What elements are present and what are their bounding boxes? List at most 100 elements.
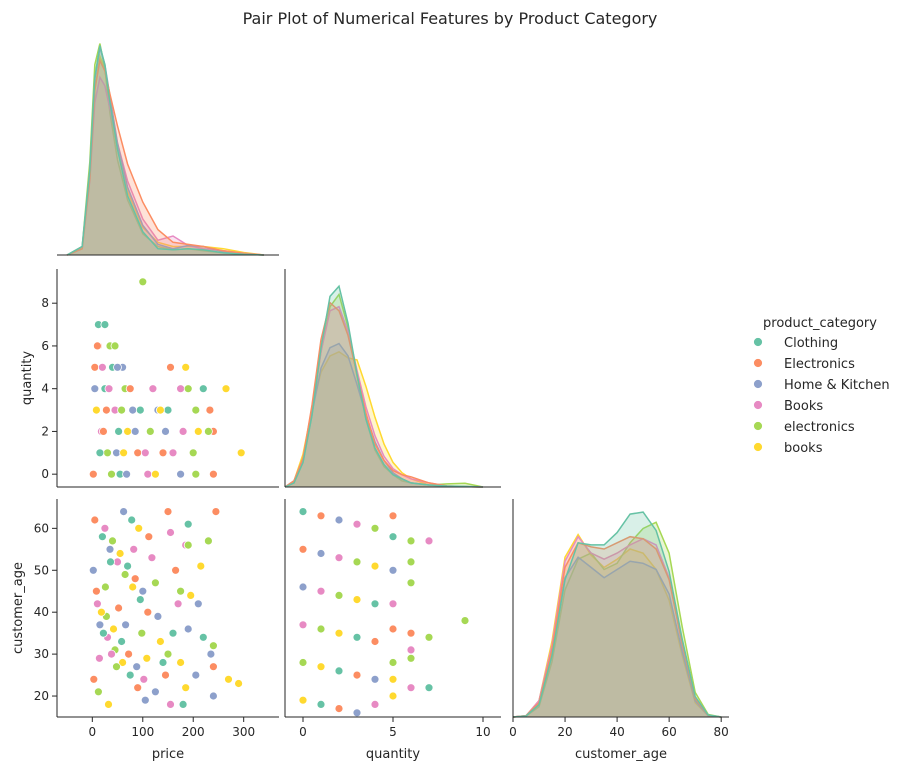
quantity-vs-price-point [93, 341, 102, 351]
quantity-vs-price-point [168, 448, 178, 458]
age-vs-price-point [100, 523, 110, 533]
age-vs-price-point [150, 687, 160, 697]
age-vs-price-point [130, 574, 140, 584]
quantity-vs-price-point [107, 469, 116, 479]
quantity-kde-fill [285, 351, 483, 487]
age-vs-price-point [163, 649, 173, 659]
quantity-vs-price-point [221, 384, 231, 394]
age-vs-quantity-point [406, 578, 416, 588]
quantity-vs-price-point [178, 426, 188, 436]
quantity-vs-price-point [191, 405, 201, 415]
customer-age-x-tick-label: 80 [714, 725, 729, 739]
age-vs-quantity-point [388, 565, 398, 575]
quantity-vs-price-point [103, 448, 112, 458]
age-vs-price-point [183, 624, 193, 634]
quantity-vs-price-point [208, 469, 218, 479]
age-vs-price-point [112, 662, 121, 672]
customer-age-y-tick-label: 50 [34, 563, 49, 577]
quantity-vs-price-point [95, 448, 105, 458]
quantity-vs-price-point [203, 426, 213, 436]
age-vs-quantity-point [352, 670, 362, 680]
price-axis-label: price [152, 747, 184, 762]
quantity-kde-line [284, 301, 484, 488]
quantity-vs-price-point [133, 448, 143, 458]
quantity-vs-price-point [145, 426, 155, 436]
price-x-tick-label: 300 [232, 725, 255, 739]
quantity-vs-price-point [90, 384, 100, 394]
age-vs-price-point [183, 540, 193, 550]
customer-age-kde-line [512, 511, 722, 718]
quantity-vs-price-point [135, 405, 145, 415]
age-vs-price-point [208, 691, 218, 701]
age-vs-quantity-point [316, 586, 326, 596]
age-vs-price-point [135, 595, 145, 604]
age-vs-price-point [143, 607, 153, 617]
quantity-vs-price-point [176, 469, 186, 479]
customer-age-y-tick-label: 30 [34, 647, 49, 661]
age-vs-price-point [107, 649, 116, 659]
age-vs-price-point [104, 700, 113, 709]
quantity-vs-price-point [114, 426, 123, 436]
age-vs-quantity-point [370, 599, 380, 609]
quantity-vs-price-point [98, 362, 107, 372]
quantity-vs-price-point [140, 448, 150, 458]
age-vs-price-point [181, 683, 191, 693]
age-vs-quantity-point [424, 683, 434, 693]
quantity-y-axis-label: quantity [20, 351, 35, 406]
age-vs-price-point [166, 528, 175, 537]
age-vs-quantity-point [388, 532, 398, 542]
price-x-tick-label: 200 [182, 725, 205, 739]
quantity-vs-price-point [90, 362, 100, 372]
quantity-vs-price-point [176, 384, 186, 394]
price-kde-fill [67, 77, 264, 255]
quantity-vs-price-point [123, 426, 132, 436]
age-vs-quantity-point [298, 582, 308, 592]
age-vs-quantity-point [352, 708, 362, 718]
quantity-y-tick-label: 4 [41, 382, 49, 396]
age-vs-price-point [108, 536, 117, 546]
age-vs-quantity-point [298, 544, 308, 554]
price-x-tick-label: 100 [131, 725, 154, 739]
age-vs-quantity-point [388, 599, 398, 609]
customer-age-x-tick-label: 20 [557, 725, 572, 739]
age-vs-price-point [95, 653, 104, 663]
age-vs-price-point [121, 620, 130, 630]
quantity-vs-price-point [102, 405, 111, 415]
quantity-vs-price-point [166, 362, 175, 372]
quantity-x-tick-label: 0 [299, 725, 307, 739]
price-kde-fill [67, 47, 264, 256]
quantity-vs-price-point [128, 405, 138, 415]
age-vs-price-point [128, 582, 138, 592]
quantity-vs-price-point [236, 448, 246, 458]
age-vs-quantity-point [298, 658, 308, 667]
age-vs-price-point [158, 658, 168, 667]
quantity-vs-price-point [163, 405, 173, 415]
age-vs-price-point [138, 586, 148, 596]
age-vs-price-point [106, 557, 115, 567]
chart-title: Pair Plot of Numerical Features by Produ… [243, 9, 658, 28]
age-vs-quantity-point [334, 515, 344, 525]
quantity-vs-price-point [104, 384, 114, 394]
age-vs-price-point [133, 683, 143, 693]
quantity-vs-price-point [88, 469, 98, 479]
quantity-vs-price-point [99, 426, 108, 436]
age-vs-price-point [89, 674, 99, 684]
legend-marker [753, 337, 763, 347]
age-vs-price-point [166, 700, 175, 709]
age-vs-price-point [92, 586, 101, 596]
age-vs-price-point [173, 599, 183, 609]
quantity-kde-fill [285, 286, 483, 487]
age-vs-price-point [123, 561, 132, 571]
quantity-y-tick-label: 6 [41, 339, 49, 353]
age-vs-price-point [132, 662, 142, 672]
age-vs-quantity-point [388, 624, 398, 634]
age-vs-quantity-point [388, 674, 398, 684]
age-vs-price-point [196, 561, 206, 571]
age-vs-quantity-point [298, 507, 308, 517]
age-vs-price-point [117, 637, 126, 646]
quantity-vs-price-point [158, 448, 168, 458]
quantity-x-tick-label: 5 [389, 725, 397, 739]
age-vs-price-point [125, 670, 135, 680]
age-vs-quantity-point [388, 511, 398, 521]
